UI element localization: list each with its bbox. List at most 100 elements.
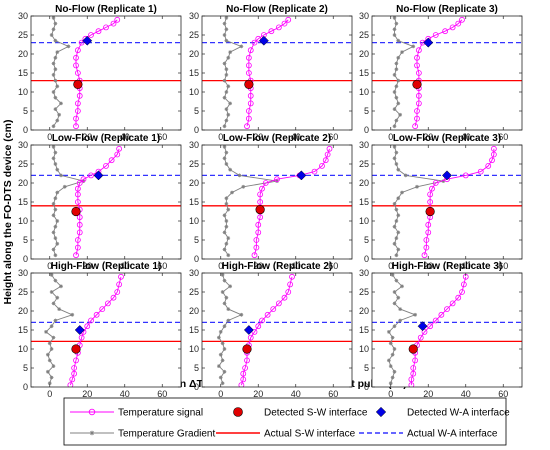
gradient-point: [413, 312, 418, 317]
plot-area: [202, 273, 352, 387]
y-tick-label: 0: [23, 382, 28, 392]
gradient-point: [396, 213, 401, 218]
gradient-point: [51, 301, 56, 306]
legend-swatch-marker: [88, 408, 96, 416]
gradient-point: [49, 375, 54, 380]
detected-sw-marker: [244, 79, 254, 89]
x-tick-label: 60: [328, 132, 338, 142]
temperature-point: [432, 317, 439, 324]
y-tick-label: 10: [189, 216, 199, 226]
x-tick-label: 20: [423, 261, 433, 271]
gradient-point: [51, 124, 56, 129]
plot-data: [372, 145, 522, 259]
y-tick-label: 0: [364, 382, 369, 392]
temperature-point: [427, 323, 434, 330]
temperature-point: [414, 62, 420, 69]
gradient-point: [224, 16, 229, 20]
temperature-point: [410, 370, 417, 377]
detected-sw-marker: [242, 344, 252, 354]
y-tick-label: 10: [189, 344, 199, 354]
gradient-point: [441, 179, 446, 183]
temperature-line: [69, 276, 122, 386]
gradient-point: [51, 73, 56, 77]
gradient-point: [55, 84, 60, 89]
y-tick-label: 30: [359, 11, 369, 21]
temperature-point: [110, 294, 117, 301]
gradient-point: [275, 179, 279, 183]
gradient-point: [51, 61, 56, 66]
x-tick-label: 40: [120, 261, 130, 271]
gradient-point: [228, 101, 233, 106]
temperature-point: [99, 306, 106, 313]
gradient-point: [53, 95, 58, 100]
temperature-point: [264, 311, 271, 318]
gradient-point: [396, 78, 401, 83]
temperature-point: [76, 92, 83, 99]
temperature-point: [255, 35, 262, 42]
detected-sw-marker: [408, 344, 418, 354]
temperature-point: [76, 229, 83, 236]
plot-data: [31, 16, 181, 130]
gradient-point: [396, 55, 401, 60]
temperature-point: [74, 244, 81, 251]
y-tick-label: 15: [359, 197, 369, 207]
temperature-point: [408, 382, 415, 387]
gradient-point: [394, 253, 399, 258]
temperature-point: [78, 334, 85, 341]
gradient-point: [224, 107, 229, 111]
plot-area: [372, 273, 522, 387]
gradient-point: [51, 90, 56, 94]
temperature-point: [444, 306, 450, 313]
temperature-point: [74, 47, 81, 54]
gradient-point: [62, 184, 67, 189]
x-tick-label: 60: [328, 389, 338, 399]
gradient-point: [396, 230, 401, 235]
temperature-point: [74, 199, 81, 205]
gradient-point: [239, 312, 244, 317]
y-tick-label: 20: [189, 49, 199, 59]
temperature-line: [240, 276, 293, 386]
gradient-point: [392, 16, 397, 20]
gradient-point: [392, 202, 397, 206]
gradient-point: [222, 347, 227, 351]
temperature-point: [114, 16, 121, 23]
gradient-point: [218, 352, 223, 357]
gradient-point: [47, 341, 52, 346]
legend-label: Actual W-A interface: [407, 429, 498, 440]
y-tick-label: 20: [189, 306, 199, 316]
temperature-point: [110, 20, 117, 27]
temperature-point: [74, 185, 81, 192]
gradient-point: [392, 324, 397, 329]
gradient-point: [239, 44, 244, 49]
gradient-point: [394, 67, 399, 72]
gradient-point: [70, 312, 75, 317]
temperature-point: [74, 108, 81, 114]
legend-frame: [63, 397, 507, 446]
x-tick-label: 40: [461, 132, 471, 142]
panel: 0 20 40 60 0 5 10 15 20 25 30 High-Flow (Replicate …: [18, 261, 182, 399]
temperature-point: [281, 294, 288, 301]
temperature-point: [74, 191, 81, 198]
gradient-point: [222, 247, 227, 252]
gradient-point: [398, 112, 403, 117]
gradient-point: [226, 253, 231, 258]
temperature-point: [76, 180, 83, 186]
gradient-point: [66, 44, 71, 49]
y-tick-label: 25: [18, 30, 28, 40]
gradient-point: [396, 247, 401, 252]
detected-wa-marker: [243, 325, 254, 335]
temperature-point: [255, 323, 262, 330]
y-tick-label: 30: [18, 11, 28, 21]
gradient-point: [394, 278, 399, 283]
temperature-point: [425, 229, 432, 236]
plot-data: [31, 273, 181, 387]
y-tick-label: 20: [359, 178, 369, 188]
y-tick-label: 10: [359, 344, 369, 354]
gradient-point: [222, 21, 227, 26]
gradient-point: [51, 27, 56, 32]
gradient-point: [55, 295, 60, 300]
detected-wa-marker: [417, 321, 428, 332]
plot-area: [31, 16, 181, 130]
x-tick-label: 0: [388, 389, 393, 399]
temperature-point: [251, 39, 258, 46]
